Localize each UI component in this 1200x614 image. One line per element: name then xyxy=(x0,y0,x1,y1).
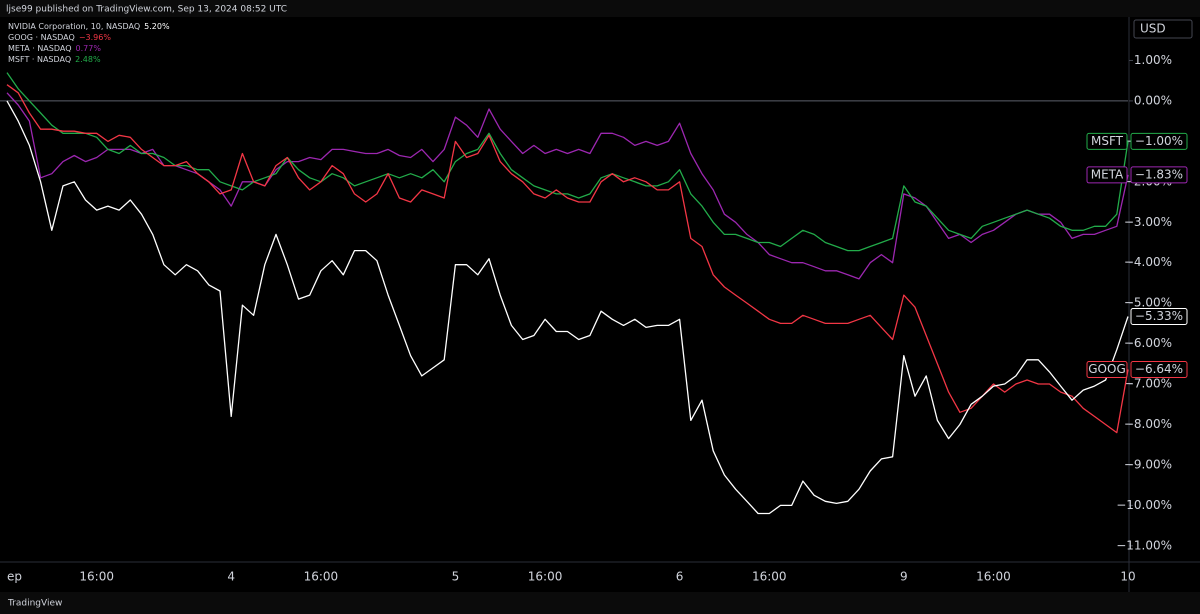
y-tick-label: −9.00% xyxy=(1124,457,1172,471)
legend-name: META · NASDAQ 0.77% xyxy=(8,44,101,53)
series-name-tag xyxy=(1086,166,1128,184)
last-value-tag xyxy=(1130,307,1188,325)
last-value-tag xyxy=(1130,166,1188,184)
last-value-label: −1.00% xyxy=(1135,134,1183,148)
legend-name: GOOG · NASDAQ −3.96% xyxy=(8,33,111,42)
y-tick-label: 1.00% xyxy=(1134,53,1172,67)
legend-label: NVIDIA Corporation, 10, NASDAQ xyxy=(8,22,140,31)
legend-change: 2.48% xyxy=(75,55,101,64)
legend-change: 5.20% xyxy=(144,22,170,31)
y-tick-label: −6.00% xyxy=(1124,336,1172,350)
legend-change: −3.96% xyxy=(79,33,112,42)
legend-name: MSFT · NASDAQ 2.48% xyxy=(8,55,101,64)
x-tick-label: 10 xyxy=(1120,570,1135,584)
header-bar xyxy=(0,0,1200,17)
x-tick-label: 16:00 xyxy=(79,570,114,584)
x-tick-label: 6 xyxy=(676,570,684,584)
series-name-tag xyxy=(1086,132,1128,150)
series-line xyxy=(6,72,1129,252)
footer-bar xyxy=(0,592,1200,614)
legend-change: 0.77% xyxy=(76,44,102,53)
x-tick-label: 4 xyxy=(227,570,235,584)
series-name-tag xyxy=(1086,360,1128,378)
y-tick-label: −3.00% xyxy=(1124,215,1172,229)
last-value-label: −1.83% xyxy=(1135,167,1183,181)
series-line xyxy=(6,84,1129,434)
y-tick-label: −11.00% xyxy=(1116,538,1172,552)
series-name-label: GOOG xyxy=(1088,362,1126,376)
series-line xyxy=(6,92,1129,280)
legend-label: MSFT · NASDAQ xyxy=(8,55,71,64)
series-name-label: META xyxy=(1091,167,1124,181)
legend-label: META · NASDAQ xyxy=(8,44,72,53)
last-value-tag xyxy=(1130,360,1188,378)
x-tick-label: 16:00 xyxy=(304,570,339,584)
y-tick-label: −4.00% xyxy=(1124,255,1172,269)
last-value-tag xyxy=(1130,132,1188,150)
brand: TradingView xyxy=(7,599,62,609)
x-tick-label: ep xyxy=(7,570,22,584)
x-tick-label: 16:00 xyxy=(752,570,787,584)
currency: USD xyxy=(1140,22,1166,36)
series-line xyxy=(6,100,1129,515)
y-tick-label: −5.00% xyxy=(1124,296,1172,310)
last-value-label: −6.64% xyxy=(1135,362,1183,376)
y-tick-label: −7.00% xyxy=(1124,377,1172,391)
y-tick-label: 0.00% xyxy=(1134,93,1172,107)
x-tick-label: 16:00 xyxy=(528,570,563,584)
legend-name: NVIDIA Corporation, 10, NASDAQ 5.20% xyxy=(8,22,170,31)
currency-box[interactable] xyxy=(1133,19,1193,39)
x-tick-label: 9 xyxy=(900,570,908,584)
published-note: ljse99 published on TradingView.com, Sep… xyxy=(6,5,287,15)
x-tick-label: 16:00 xyxy=(976,570,1011,584)
legend-label: GOOG · NASDAQ xyxy=(8,33,75,42)
x-tick-label: 5 xyxy=(452,570,460,584)
series-name-label: MSFT xyxy=(1091,134,1124,148)
last-value-label: −5.33% xyxy=(1135,309,1183,323)
y-tick-label: −8.00% xyxy=(1124,417,1172,431)
y-tick-label: −10.00% xyxy=(1116,498,1172,512)
